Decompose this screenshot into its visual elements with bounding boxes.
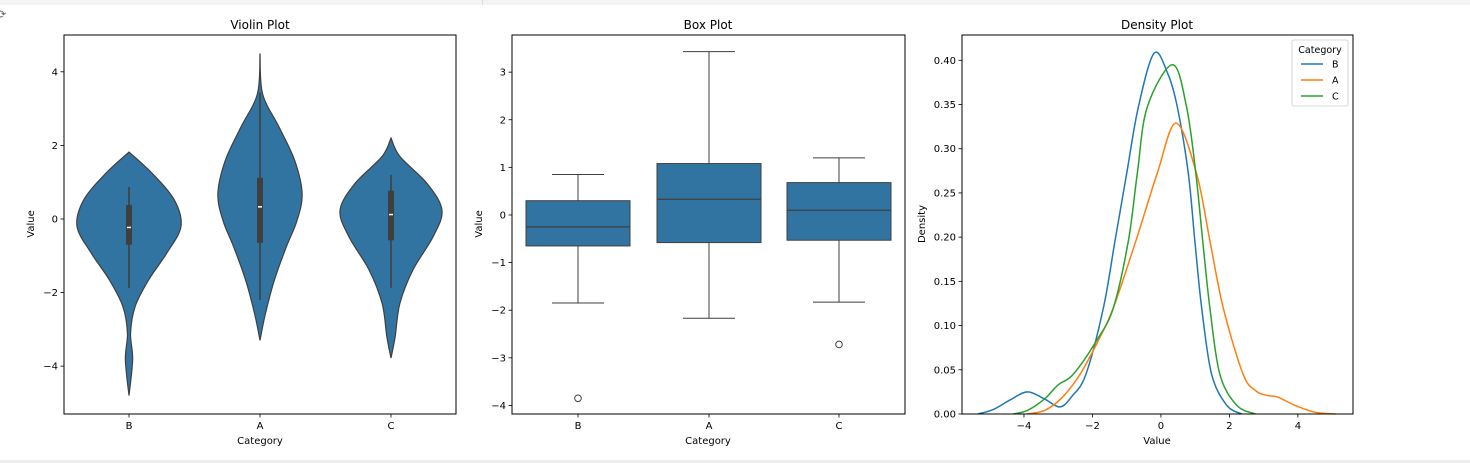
violin-ytick-label: 2 (52, 141, 58, 152)
density-line-A (1027, 122, 1336, 415)
density-xtick-label: −4 (1017, 421, 1032, 432)
violin-ytick-label: −2 (43, 288, 58, 299)
density-axes-frame (961, 34, 1354, 415)
box-ytick-label: 3 (500, 68, 506, 79)
top-toolbar-strip (0, 0, 1470, 5)
density-xtick-label: 2 (1226, 421, 1232, 432)
density-line-C (1013, 63, 1256, 415)
density-line-B (977, 51, 1243, 415)
bottom-border (0, 460, 1470, 463)
density-ytick-label: 0.25 (934, 188, 956, 199)
legend: Category BAC (1291, 39, 1349, 107)
density-xtick-label: 0 (1158, 421, 1164, 432)
box-iqr-C (786, 182, 892, 241)
box-ytick-label: −1 (491, 258, 506, 269)
density-xlabel: Value (1143, 436, 1170, 447)
box-xtick-label: B (575, 421, 582, 432)
box-axes-frame (511, 34, 906, 415)
density-ytick-label: 0.05 (934, 365, 956, 376)
toolbar-divider (482, 0, 483, 5)
box-ytick-label: −4 (491, 401, 506, 412)
box-ytick-label: −3 (491, 353, 506, 364)
density-ytick-label: 0.10 (934, 321, 956, 332)
refresh-icon[interactable]: ⟳ (0, 8, 7, 21)
density-ytick-label: 0.35 (934, 100, 956, 111)
box-xlabel: Category (685, 436, 731, 447)
box-ytick-label: 2 (500, 115, 506, 126)
density-title: Density Plot (1121, 18, 1193, 32)
density-ylabel: Density (917, 205, 928, 243)
legend-label-B: B (1332, 60, 1339, 71)
box-ytick-label: 0 (500, 210, 506, 221)
violin-xtick-label: C (388, 421, 395, 432)
box-iqr-B (525, 200, 631, 247)
legend-title: Category (1298, 45, 1342, 56)
box-ytick-label: −2 (491, 306, 506, 317)
density-ytick-label: 0.30 (934, 144, 956, 155)
box-xtick-label: A (706, 421, 713, 432)
density-ytick-label: 0.15 (934, 277, 956, 288)
violin-title: Violin Plot (230, 18, 290, 32)
density-xtick-label: −2 (1085, 421, 1100, 432)
violin-ylabel: Value (26, 210, 37, 237)
violin-ytick-label: 0 (52, 214, 58, 225)
box-ytick-label: 1 (500, 163, 506, 174)
density-ytick-label: 0.00 (934, 410, 956, 421)
violin-iqr-B (126, 204, 132, 245)
violin-ytick-label: −4 (43, 362, 58, 373)
violin-ytick-label: 4 (52, 67, 58, 78)
box-title: Box Plot (684, 18, 733, 32)
density-ytick-label: 0.40 (934, 56, 956, 67)
violin-xtick-label: B (126, 421, 133, 432)
violin-xtick-label: A (257, 421, 264, 432)
legend-frame (1291, 39, 1349, 107)
violin-iqr-A (257, 177, 263, 243)
legend-label-C: C (1332, 92, 1339, 103)
legend-label-A: A (1332, 76, 1339, 87)
box-xtick-label: C (836, 421, 843, 432)
box-iqr-A (656, 163, 762, 244)
box-outlier-B (574, 394, 582, 403)
density-ytick-label: 0.20 (934, 233, 956, 244)
box-ylabel: Value (474, 210, 485, 237)
box-outlier-C (835, 340, 843, 349)
violin-xlabel: Category (237, 436, 283, 447)
density-xtick-label: 4 (1295, 421, 1301, 432)
violin-iqr-C (388, 190, 394, 241)
